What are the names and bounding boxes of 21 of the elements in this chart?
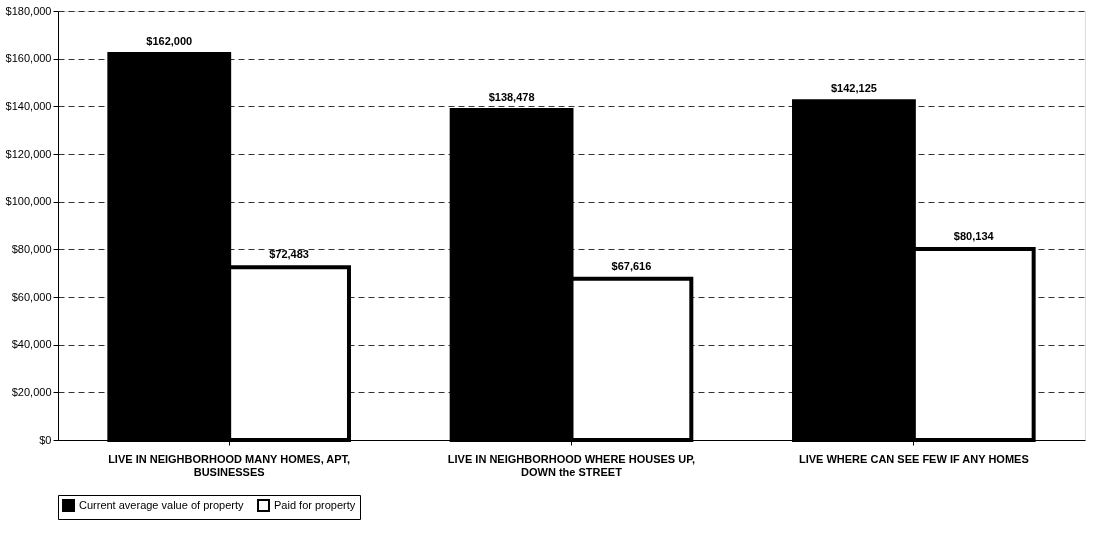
y-tick-label: $180,000 <box>5 4 52 17</box>
legend-label: Current average value of property <box>79 498 244 511</box>
data-label: $80,134 <box>953 230 995 243</box>
y-tick-label: $40,000 <box>11 338 52 351</box>
data-label: $162,000 <box>146 34 193 47</box>
y-tick-label: $20,000 <box>11 385 52 398</box>
y-tick-label: $80,000 <box>11 242 52 255</box>
y-tick-label: $120,000 <box>5 147 52 160</box>
y-tick-label: $160,000 <box>5 52 52 65</box>
y-tick-label: $140,000 <box>5 99 52 112</box>
data-label: $67,616 <box>611 259 652 272</box>
y-tick-label: $0 <box>39 433 52 446</box>
x-tick-label: LIVE IN NEIGHBORHOOD WHERE HOUSES UP, DOWN the STREET <box>447 452 696 478</box>
y-tick-label: $100,000 <box>5 195 52 208</box>
x-tick-label: LIVE IN NEIGHBORHOOD MANY HOMES, APT, BUSINESSES <box>108 452 351 478</box>
data-label: $138,478 <box>488 90 535 103</box>
data-label: $72,483 <box>269 248 309 261</box>
y-tick-label: $60,000 <box>11 290 52 303</box>
x-tick-label: LIVE WHERE CAN SEE FEW IF ANY HOMES <box>798 452 1029 465</box>
data-label: $142,125 <box>830 82 877 95</box>
legend-label: Paid for property <box>274 498 356 511</box>
